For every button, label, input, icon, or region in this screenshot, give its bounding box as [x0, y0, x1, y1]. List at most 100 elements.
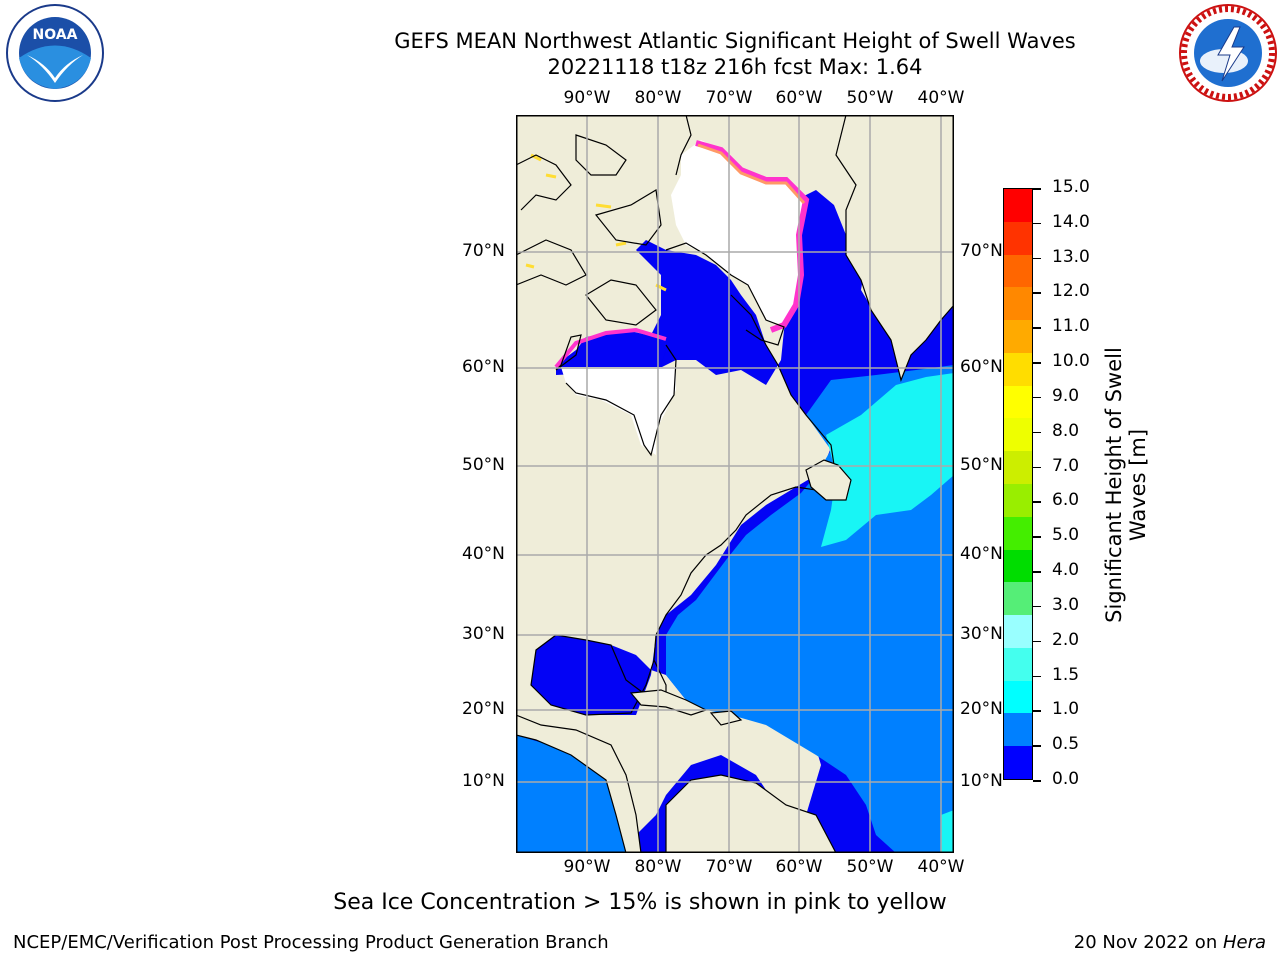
- lon-label-bottom: 90°W: [563, 857, 611, 877]
- colorbar-band: [1004, 254, 1032, 288]
- lat-label-right: 70°N: [960, 241, 1003, 261]
- colorbar-band: [1004, 680, 1032, 714]
- colorbar-band: [1004, 615, 1032, 648]
- sea-ice-arctic: [671, 140, 806, 325]
- noaa-logo: NOAA: [5, 3, 105, 103]
- colorbar-tick-mark: [1033, 571, 1041, 573]
- colorbar-title-line1: Significant Height of Swell: [1102, 347, 1126, 623]
- colorbar-tick-mark: [1033, 501, 1041, 503]
- hispaniola: [709, 710, 743, 726]
- colorbar-tick-label: 1.5: [1052, 664, 1080, 685]
- colorbar-tick-label: 13.0: [1052, 246, 1090, 267]
- colorbar-tick-label: 6.0: [1052, 490, 1080, 511]
- map-subtitle: 20221118 t18z 216h fcst Max: 1.64: [547, 55, 923, 79]
- nws-logo: [1178, 3, 1278, 103]
- arctic-coastlines: [516, 115, 785, 346]
- colorbar-tick-label: 3.0: [1052, 594, 1080, 615]
- lon-label-bottom: 50°W: [846, 857, 894, 877]
- colorbar-tick-label: 0.0: [1052, 769, 1080, 789]
- lat-label-left: 60°N: [462, 357, 505, 377]
- noaa-logo-text: NOAA: [33, 27, 78, 43]
- lat-label-left: 50°N: [462, 455, 505, 475]
- colorbar-tick-mark: [1033, 222, 1041, 225]
- lon-label-top: 90°W: [563, 88, 611, 108]
- lon-label-top: 70°W: [705, 88, 753, 108]
- sea-ice-edge-orange: [697, 143, 806, 205]
- lat-label-right: 50°N: [960, 455, 1003, 475]
- greenland: [835, 115, 954, 382]
- colorbar-tick-label: 0.5: [1052, 734, 1080, 755]
- lon-label-top: 40°W: [917, 88, 965, 108]
- colorbar-tick-label: 1.0: [1052, 699, 1080, 720]
- colorbar-title-line2: Waves [m]: [1126, 428, 1150, 542]
- ocean-mid-pacific: [516, 735, 626, 853]
- central-america: [516, 714, 642, 853]
- colorbar-tick-label: 11.0: [1052, 316, 1090, 337]
- colorbar-tick-mark: [1033, 536, 1041, 538]
- colorbar-tick-mark: [1033, 327, 1041, 329]
- colorbar-band: [1004, 418, 1032, 452]
- colorbar-tick-label: 2.0: [1052, 629, 1080, 650]
- colorbar-band: [1004, 352, 1032, 386]
- lon-label-bottom: 60°W: [775, 857, 823, 877]
- colorbar-tick-label: 9.0: [1052, 385, 1080, 406]
- colorbar-tick-label: 5.0: [1052, 525, 1080, 546]
- sea-ice-edge: [695, 140, 810, 333]
- colorbar: [1003, 188, 1033, 780]
- footer-date-text: 20 Nov 2022 on: [1073, 932, 1223, 953]
- south-america: [665, 774, 837, 853]
- map-title: GEFS MEAN Northwest Atlantic Significant…: [394, 29, 1076, 53]
- lat-label-right: 30°N: [960, 624, 1003, 644]
- colorbar-tick-mark: [1033, 710, 1041, 712]
- colorbar-tick-mark: [1033, 431, 1041, 434]
- lon-label-bottom: 40°W: [917, 857, 965, 877]
- na-coastline: [530, 294, 835, 716]
- colorbar-band: [1004, 647, 1032, 681]
- lon-label-bottom: 70°W: [705, 857, 753, 877]
- colorbar-band: [1004, 320, 1032, 353]
- cuba: [629, 689, 708, 716]
- footer-credit: NCEP/EMC/Verification Post Processing Pr…: [13, 932, 609, 953]
- sea-ice-james-bay: [561, 367, 676, 455]
- swell-cyan-south: [941, 810, 954, 853]
- colorbar-band: [1004, 484, 1032, 517]
- colorbar-tick-label: 10.0: [1052, 351, 1090, 372]
- colorbar-band: [1004, 713, 1032, 747]
- lon-label-top: 50°W: [846, 88, 894, 108]
- footer-host: Hera: [1222, 932, 1266, 953]
- lat-label-right: 60°N: [960, 357, 1003, 377]
- swell-cyan-region: [821, 373, 954, 547]
- footer-date: 20 Nov 2022 on Hera: [1074, 932, 1266, 953]
- colorbar-band: [1004, 385, 1032, 419]
- colorbar-tick-label: 14.0: [1052, 211, 1090, 232]
- lat-label-left: 40°N: [462, 544, 505, 564]
- lon-label-top: 80°W: [634, 88, 682, 108]
- colorbar-tick-mark: [1033, 362, 1041, 364]
- grid-lines: [516, 115, 954, 853]
- lat-label-right: 20°N: [960, 699, 1003, 719]
- colorbar-tick-label: 15.0: [1052, 177, 1090, 197]
- colorbar-band: [1004, 287, 1032, 321]
- colorbar-tick-mark: [1033, 188, 1041, 190]
- lat-label-left: 20°N: [462, 699, 505, 719]
- newfoundland: [805, 459, 852, 501]
- lon-label-bottom: 80°W: [634, 857, 682, 877]
- colorbar-tick-label: 12.0: [1052, 281, 1090, 302]
- lat-label-right: 10°N: [960, 771, 1003, 791]
- colorbar-tick-label: 7.0: [1052, 455, 1080, 476]
- colorbar-band: [1004, 221, 1032, 255]
- colorbar-tick-mark: [1033, 396, 1041, 399]
- colorbar-tick-label: 4.0: [1052, 560, 1080, 581]
- lat-label-right: 40°N: [960, 544, 1003, 564]
- colorbar-band: [1004, 549, 1032, 583]
- colorbar-tick-mark: [1033, 605, 1041, 608]
- map-panel: [516, 115, 954, 853]
- colorbar-tick-mark: [1033, 466, 1041, 469]
- colorbar-band: [1004, 516, 1032, 550]
- lat-label-left: 30°N: [462, 624, 505, 644]
- colorbar-tick-label: 8.0: [1052, 420, 1080, 441]
- sea-ice-spots: [525, 153, 667, 292]
- colorbar-band: [1004, 582, 1032, 616]
- map-frame: [516, 115, 954, 853]
- colorbar-tick-mark: [1033, 745, 1041, 747]
